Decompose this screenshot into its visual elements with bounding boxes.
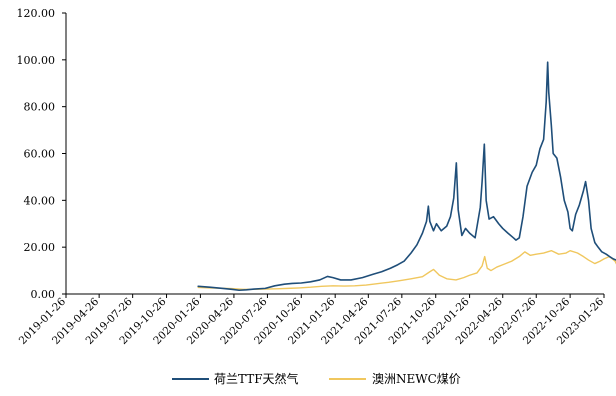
y-axis: 0.00 20.00 40.00 60.00 80.00 100.00 120.00 [17, 7, 67, 301]
legend: 荷兰TTF天然气 澳洲NEWC煤价 [172, 371, 461, 386]
y-tick-label: 60.00 [24, 148, 56, 161]
series-line-0 [197, 61, 616, 292]
y-tick-label: 20.00 [24, 241, 56, 254]
series-layer [197, 61, 616, 292]
y-tick-label: 40.00 [24, 194, 56, 207]
y-tick-label: 100.00 [17, 54, 56, 67]
y-tick-label: 0.00 [31, 288, 56, 301]
legend-label-1: 澳洲NEWC煤价 [372, 372, 461, 386]
y-tick-label: 80.00 [24, 101, 56, 114]
legend-label-0: 荷兰TTF天然气 [214, 371, 299, 386]
x-axis: 2019-01-262019-04-262019-07-262019-10-26… [17, 293, 606, 347]
series-line-1 [197, 249, 616, 291]
y-tick-label: 120.00 [17, 7, 56, 20]
